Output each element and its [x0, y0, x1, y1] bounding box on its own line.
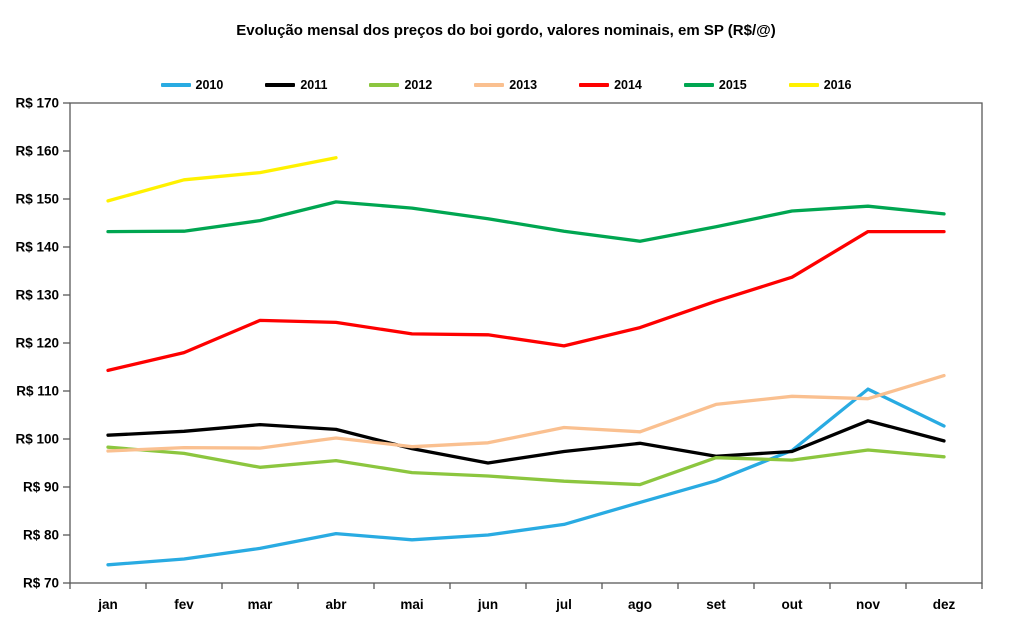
x-axis-label: set [706, 597, 726, 612]
x-axis-label: ago [628, 597, 652, 612]
x-axis-label: mai [400, 597, 423, 612]
x-axis-label: mar [248, 597, 274, 612]
series-line-2014 [106, 229, 946, 373]
y-axis-label: R$ 120 [15, 336, 59, 351]
x-axis-label: dez [933, 597, 956, 612]
y-axis-label: R$ 170 [15, 96, 59, 111]
x-axis-label: fev [174, 597, 194, 612]
legend-label: 2012 [404, 78, 433, 92]
series-line-2010 [106, 387, 946, 567]
legend-item-2014: 2014 [579, 79, 642, 92]
y-axis-label: R$ 100 [15, 432, 59, 447]
legend-swatch-2012 [369, 83, 400, 88]
legend-label: 2013 [509, 78, 538, 92]
y-axis-label: R$ 70 [23, 576, 59, 591]
legend-label: 2014 [614, 78, 642, 92]
legend-item-2011: 2011 [265, 79, 327, 92]
y-axis-label: R$ 110 [16, 384, 59, 399]
legend-item-2016: 2016 [788, 78, 852, 92]
series-line-2015 [106, 200, 946, 243]
series-line-2012 [106, 445, 946, 487]
legend-item-2013: 2013 [474, 79, 537, 92]
legend-label: 2015 [718, 78, 747, 92]
y-axis-label: R$ 160 [15, 144, 59, 159]
legend-label: 2011 [300, 78, 328, 92]
legend-swatch-2011 [265, 83, 296, 88]
legend-item-2010: 2010 [160, 78, 224, 92]
chart-legend: 2010 2011 2012 2013 2014 2015 2016 [36, 79, 976, 92]
legend-item-2012: 2012 [369, 79, 432, 92]
y-axis-label: R$ 130 [15, 288, 59, 303]
legend-label: 2016 [823, 78, 852, 92]
legend-item-2015: 2015 [683, 78, 747, 92]
y-axis-label: R$ 150 [15, 192, 59, 207]
legend-swatch-2013 [474, 83, 505, 88]
legend-swatch-2014 [579, 83, 610, 88]
x-axis-label: jul [555, 597, 572, 612]
legend-swatch-2010 [160, 83, 191, 88]
y-axis-label: R$ 80 [23, 528, 59, 543]
series-line-2013 [106, 373, 946, 453]
y-axis-label: R$ 140 [15, 240, 59, 255]
x-axis-label: out [782, 597, 803, 612]
series-line-2011 [106, 419, 946, 465]
series-line-2016 [106, 156, 338, 203]
legend-swatch-2016 [788, 83, 819, 88]
x-axis-label: jan [97, 597, 118, 612]
legend-label: 2010 [195, 78, 224, 92]
x-axis-label: abr [325, 597, 347, 612]
x-axis-label: nov [856, 597, 880, 612]
x-axis-label: jun [477, 597, 498, 612]
legend-swatch-2015 [683, 83, 714, 88]
y-axis-label: R$ 90 [23, 480, 59, 495]
chart-title: Evolução mensal dos preços do boi gordo,… [236, 22, 776, 39]
